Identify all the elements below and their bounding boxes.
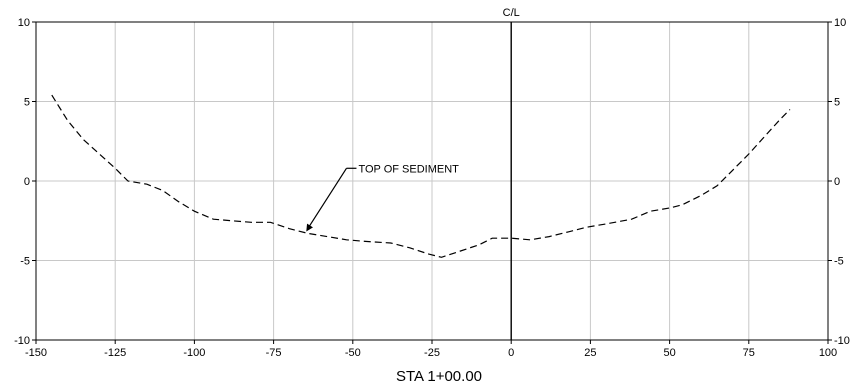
- y-tick-label-left: -5: [20, 256, 30, 268]
- y-tick-label-left: 5: [24, 97, 30, 109]
- x-tick-label: -50: [345, 347, 361, 359]
- x-tick-label: -150: [25, 347, 47, 359]
- x-tick-label: -75: [266, 347, 282, 359]
- x-tick-label: 25: [584, 347, 596, 359]
- sediment-line: [51, 94, 791, 258]
- annotation: [306, 167, 357, 232]
- x-tick-label: 0: [508, 347, 514, 359]
- y-tick-label-right: -5: [834, 256, 844, 268]
- y-tick-label-right: 5: [834, 97, 840, 109]
- y-tick-label-right: 10: [834, 17, 846, 29]
- y-tick-label-left: -10: [14, 335, 30, 347]
- annotation-arrowhead: [306, 223, 313, 232]
- y-tick-label-right: 0: [834, 176, 840, 188]
- x-tick-label: -125: [104, 347, 126, 359]
- series: [51, 94, 791, 258]
- axes: -150 -125 -100 -75 -50 -25 0 25 50 75 100-10 -10-5-…: [14, 17, 850, 359]
- x-tick-label: -100: [183, 347, 205, 359]
- y-tick-label-left: 10: [18, 17, 30, 29]
- x-tick-label: -25: [424, 347, 440, 359]
- annotation-label: TOP OF SEDIMENT: [358, 163, 459, 175]
- x-tick-label: 50: [663, 347, 675, 359]
- y-tick-label-left: 0: [24, 176, 30, 188]
- annotation-leader: [306, 167, 347, 230]
- x-tick-label: 75: [743, 347, 755, 359]
- x-tick-label: 100: [819, 347, 837, 359]
- y-tick-label-right: -10: [834, 335, 850, 347]
- x-axis-title: STA 1+00.00: [396, 368, 482, 385]
- centerline-label: C/L: [503, 7, 520, 19]
